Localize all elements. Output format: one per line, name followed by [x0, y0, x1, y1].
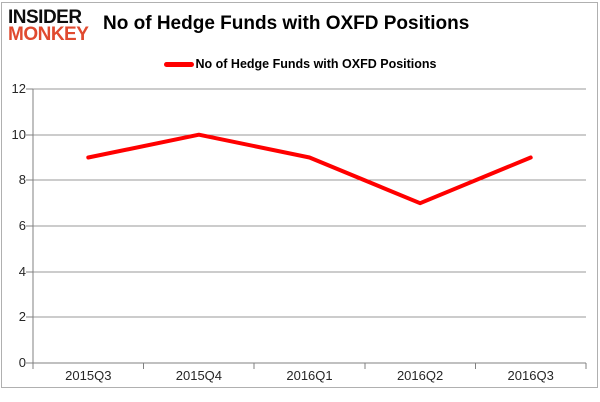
series-line-0: [86, 132, 533, 206]
legend-label: No of Hedge Funds with OXFD Positions: [195, 57, 437, 71]
x-axis-label-2016Q2: 2016Q2: [396, 368, 444, 383]
x-axis-label-2016Q3: 2016Q3: [507, 368, 554, 383]
y-axis-label-6: 6: [18, 218, 26, 233]
insider-monkey-logo: INSIDER MONKEY: [8, 7, 89, 45]
x-axis-label-2015Q4: 2015Q4: [175, 368, 223, 383]
y-axis-label-2: 2: [18, 309, 26, 324]
y-axis-label-4: 4: [18, 264, 26, 279]
y-axis-label-0: 0: [18, 355, 26, 370]
x-axis-label-2016Q1: 2016Q1: [286, 368, 333, 383]
logo-monkey-text: MONKEY: [8, 24, 89, 45]
legend-line-marker: [163, 61, 194, 67]
legend: No of Hedge Funds with OXFD Positions: [0, 57, 600, 71]
chart-title: No of Hedge Funds with OXFD Positions: [103, 13, 470, 34]
y-axis-label-10: 10: [11, 127, 26, 142]
y-axis-label-12: 12: [11, 81, 26, 96]
logo-insider-text: INSIDER: [8, 7, 82, 28]
y-axis-label-8: 8: [18, 172, 26, 187]
x-axis-label-2015Q3: 2015Q3: [65, 368, 112, 383]
